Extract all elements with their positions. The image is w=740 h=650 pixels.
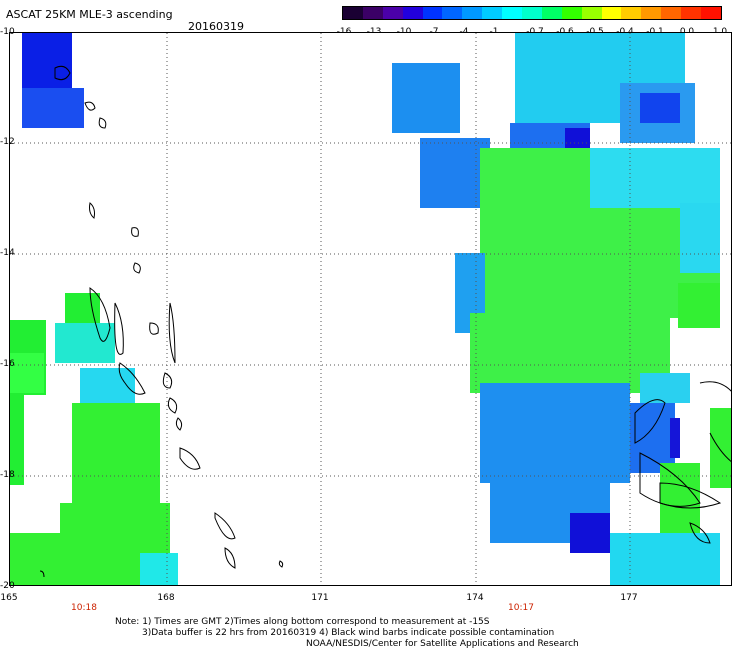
wind-cell (420, 138, 490, 208)
wind-cell (640, 93, 680, 123)
colorbar-segment (701, 7, 721, 19)
wind-cell (570, 513, 610, 553)
wind-cell (10, 533, 70, 585)
colorbar-segment (402, 7, 423, 19)
graticule (10, 33, 731, 585)
wind-cell (670, 418, 680, 458)
wind-cell (678, 283, 720, 328)
colorbar-segment (522, 7, 542, 19)
lat-label: -18 (0, 470, 15, 480)
colorbar-segment (382, 7, 403, 19)
left-swath (10, 33, 178, 585)
colorbar-segment (581, 7, 602, 19)
note-line: NOAA/NESDIS/Center for Satellite Applica… (306, 639, 579, 649)
colorbar (342, 6, 722, 20)
colorbar-segment (541, 7, 562, 19)
wind-cell (590, 148, 720, 208)
lat-label: -14 (0, 248, 15, 258)
wind-cell (630, 403, 675, 473)
lat-label: -20 (0, 581, 15, 591)
wind-cell (710, 408, 731, 488)
note-line: 3)Data buffer is 22 hrs from 20160319 4)… (142, 628, 555, 638)
pass-time: 10:17 (508, 603, 534, 613)
lon-label: 174 (466, 593, 484, 603)
note-line: Note: 1) Times are GMT 2)Times along bot… (115, 617, 490, 627)
colorbar-segment (502, 7, 523, 19)
wind-cell (660, 463, 700, 533)
map-date: 20160319 (188, 20, 244, 33)
colorbar-segment (561, 7, 582, 19)
wind-map (10, 33, 731, 585)
colorbar-segment (641, 7, 662, 19)
wind-cell (640, 373, 690, 403)
wind-cell (55, 323, 115, 363)
colorbar-segment (621, 7, 642, 19)
wind-cell (140, 553, 178, 585)
colorbar-segment (442, 7, 463, 19)
wind-cell (392, 63, 460, 133)
wind-cell (10, 395, 24, 485)
map-panel[interactable] (9, 32, 732, 586)
wind-cell (10, 353, 44, 393)
lon-label: 168 (157, 593, 175, 603)
colorbar-segment (681, 7, 702, 19)
lon-label: 171 (311, 593, 329, 603)
lon-label: 165 (0, 593, 18, 603)
wind-cell (80, 368, 135, 408)
map-title: ASCAT 25KM MLE-3 ascending (6, 8, 173, 21)
lat-label: -16 (0, 359, 15, 369)
wind-cell (22, 88, 84, 128)
wind-cell (470, 313, 670, 393)
colorbar-segment (661, 7, 682, 19)
colorbar-segment (422, 7, 443, 19)
wind-cell (680, 203, 720, 273)
wind-cell (610, 533, 720, 585)
lon-label: 177 (620, 593, 638, 603)
wind-cell (22, 33, 72, 88)
colorbar-segment (482, 7, 503, 19)
colorbar-segment (343, 7, 363, 19)
colorbar-segment (462, 7, 483, 19)
colorbar-segment (362, 7, 383, 19)
colorbar-segment (601, 7, 622, 19)
coastlines (39, 65, 731, 578)
pass-time: 10:18 (71, 603, 97, 613)
right-swath (392, 33, 731, 585)
lat-label: -12 (0, 137, 15, 147)
lat-label: -10 (0, 27, 15, 37)
